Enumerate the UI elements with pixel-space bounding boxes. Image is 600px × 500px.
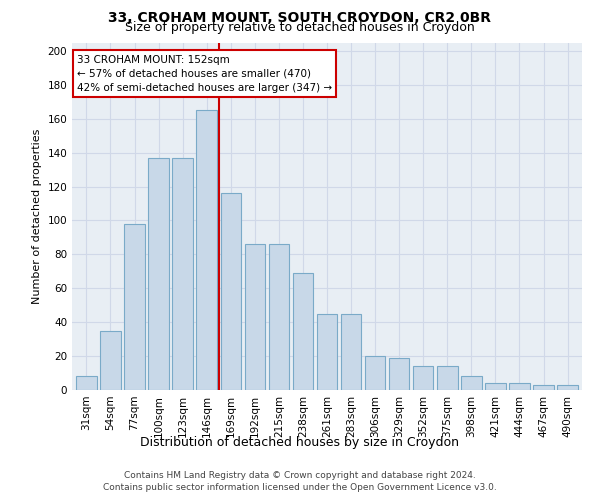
Bar	[485, 383, 506, 390]
Bar	[76, 376, 97, 390]
Bar	[461, 376, 482, 390]
Text: Contains HM Land Registry data © Crown copyright and database right 2024.: Contains HM Land Registry data © Crown c…	[124, 472, 476, 480]
Bar	[437, 366, 458, 390]
Text: Size of property relative to detached houses in Croydon: Size of property relative to detached ho…	[125, 22, 475, 35]
Bar	[389, 358, 409, 390]
Bar	[365, 356, 385, 390]
Bar	[341, 314, 361, 390]
Y-axis label: Number of detached properties: Number of detached properties	[32, 128, 42, 304]
Bar	[557, 385, 578, 390]
Text: 33, CROHAM MOUNT, SOUTH CROYDON, CR2 0BR: 33, CROHAM MOUNT, SOUTH CROYDON, CR2 0BR	[109, 11, 491, 25]
Bar	[413, 366, 433, 390]
Text: 33 CROHAM MOUNT: 152sqm
← 57% of detached houses are smaller (470)
42% of semi-d: 33 CROHAM MOUNT: 152sqm ← 57% of detache…	[77, 54, 332, 92]
Bar	[196, 110, 217, 390]
Bar	[317, 314, 337, 390]
Bar	[221, 194, 241, 390]
Text: Distribution of detached houses by size in Croydon: Distribution of detached houses by size …	[140, 436, 460, 449]
Bar	[509, 383, 530, 390]
Bar	[245, 244, 265, 390]
Bar	[148, 158, 169, 390]
Bar	[124, 224, 145, 390]
Bar	[269, 244, 289, 390]
Bar	[293, 273, 313, 390]
Bar	[100, 330, 121, 390]
Bar	[533, 385, 554, 390]
Bar	[172, 158, 193, 390]
Text: Contains public sector information licensed under the Open Government Licence v3: Contains public sector information licen…	[103, 482, 497, 492]
